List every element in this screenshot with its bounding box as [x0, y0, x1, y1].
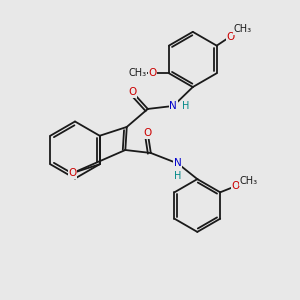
Text: CH₃: CH₃ [128, 68, 146, 78]
Text: O: O [231, 181, 239, 191]
Text: N: N [174, 158, 182, 169]
Text: O: O [148, 68, 157, 78]
Text: O: O [144, 128, 152, 139]
Text: CH₃: CH₃ [233, 24, 251, 34]
Text: O: O [129, 87, 137, 98]
Text: CH₃: CH₃ [240, 176, 258, 186]
Text: H: H [182, 101, 189, 111]
Text: O: O [68, 168, 77, 178]
Text: N: N [169, 101, 177, 111]
Text: O: O [226, 32, 234, 42]
Text: H: H [174, 171, 182, 181]
